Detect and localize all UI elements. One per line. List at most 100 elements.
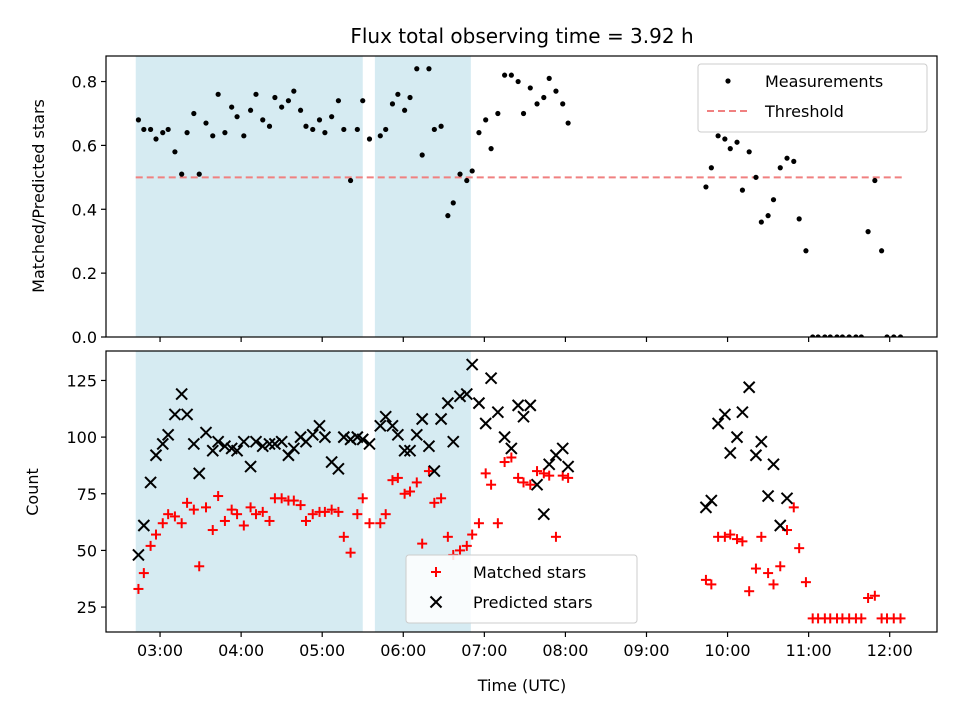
matched-stars-point [157, 518, 168, 529]
matched-stars-point [219, 515, 230, 526]
matched-stars-point [387, 475, 398, 486]
bottom-y-tick-label: 125 [66, 371, 97, 390]
matched-stars-point [492, 518, 503, 529]
matched-stars-point [518, 477, 529, 488]
matched-stars-point [326, 504, 337, 515]
predicted-stars-marker-b [479, 417, 492, 430]
predicted-stars-marker-b [524, 399, 537, 412]
matched-stars-point [557, 470, 568, 481]
predicted-stars-point [218, 439, 232, 453]
predicted-stars-point [374, 419, 387, 432]
matched-stars-point [763, 568, 774, 579]
predicted-stars-marker-b [453, 390, 467, 403]
matched-stars-point [405, 486, 416, 497]
matched-stars-point [544, 470, 555, 481]
measurement-point [746, 149, 752, 155]
predicted-stars-marker-b [749, 449, 763, 462]
predicted-stars-marker-b [175, 387, 188, 401]
measurement-point [360, 98, 366, 104]
predicted-stars-marker-b [306, 428, 319, 442]
matched-stars-point [538, 468, 549, 479]
predicted-stars-marker-b [498, 430, 511, 444]
x-tick-label: 03:00 [137, 641, 183, 660]
measurement-point [534, 101, 540, 107]
predicted-stars-point [187, 437, 201, 451]
legend-box [405, 554, 638, 624]
matched-stars-point [264, 515, 275, 526]
measurement-point [229, 104, 235, 110]
measurement-point [210, 133, 216, 139]
matched-stars-point [307, 509, 318, 520]
predicted-stars-point [268, 437, 282, 451]
x-tick-label: 08:00 [542, 641, 588, 660]
matched-stars-point [473, 518, 484, 529]
predicted-stars-marker-b [472, 396, 486, 410]
matched-stars-point [895, 613, 906, 624]
measurement-point [402, 107, 408, 113]
measurement-point [884, 334, 890, 337]
measurement-point [739, 187, 746, 193]
predicted-stars-point [230, 444, 244, 457]
measurement-point [253, 91, 259, 97]
measurement-point [383, 126, 389, 133]
measurement-point [341, 126, 347, 133]
measurement-point [815, 334, 821, 337]
measurement-point [858, 334, 864, 337]
measurement-point [839, 334, 846, 337]
measurement-point [703, 184, 709, 190]
predicted-stars-point [780, 492, 794, 505]
measurement-point [502, 72, 508, 78]
predicted-stars-marker-b [386, 419, 399, 432]
predicted-stars-marker-b [337, 430, 351, 444]
predicted-stars-point [542, 458, 556, 471]
predicted-stars-point [244, 460, 257, 473]
measurement-point [347, 177, 354, 184]
matched-stars-point [480, 468, 491, 479]
matched-stars-point [232, 509, 243, 520]
measurement-point [450, 200, 456, 206]
predicted-stars-point [511, 399, 525, 412]
predicted-stars-marker-b [211, 435, 225, 448]
predicted-stars-point [537, 507, 551, 521]
matched-stars-point [706, 579, 717, 590]
matched-stars-point [213, 491, 224, 502]
predicted-stars-point [736, 405, 749, 419]
bottom-y-tick-label: 100 [66, 428, 97, 447]
matched-stars-point [417, 538, 428, 549]
predicted-stars-point [237, 435, 251, 448]
measurement-point [303, 123, 309, 129]
predicted-stars-point [767, 458, 780, 471]
predicted-stars-point [168, 408, 182, 421]
bottom-y-tick-label: 25 [77, 598, 97, 617]
predicted-stars-point [774, 519, 787, 532]
matched-stars-point [276, 493, 287, 504]
matched-stars-point [245, 502, 256, 513]
predicted-stars-point [391, 428, 405, 442]
top-y-tick-label: 0.8 [72, 73, 97, 92]
matched-stars-point [182, 497, 193, 508]
x-tick-label: 07:00 [461, 641, 507, 660]
predicted-stars-marker-b [225, 442, 238, 455]
predicted-stars-point [447, 435, 460, 448]
matched-stars-point [725, 529, 736, 540]
measurement-point [285, 98, 292, 104]
matched-stars-point [138, 568, 149, 579]
top-axes-frame [105, 55, 938, 338]
matched-stars-point [436, 493, 447, 504]
x-tick-label: 10:00 [705, 641, 751, 660]
measurement-point [865, 229, 871, 235]
matched-stars-point [532, 466, 543, 477]
measurement-point [247, 107, 254, 113]
predicted-stars-marker-b [711, 417, 725, 430]
predicted-stars-point [724, 446, 737, 460]
predicted-stars-marker-b [325, 455, 338, 469]
predicted-stars-point [306, 428, 319, 442]
bottom-axes-frame [105, 350, 938, 633]
matched-stars-point [461, 540, 472, 551]
measurement-point [784, 155, 790, 161]
measurement-point [508, 72, 514, 78]
measurement-point [335, 98, 342, 104]
measurement-point [565, 120, 571, 126]
measurement-point [153, 136, 159, 142]
measurement-point [469, 168, 475, 174]
